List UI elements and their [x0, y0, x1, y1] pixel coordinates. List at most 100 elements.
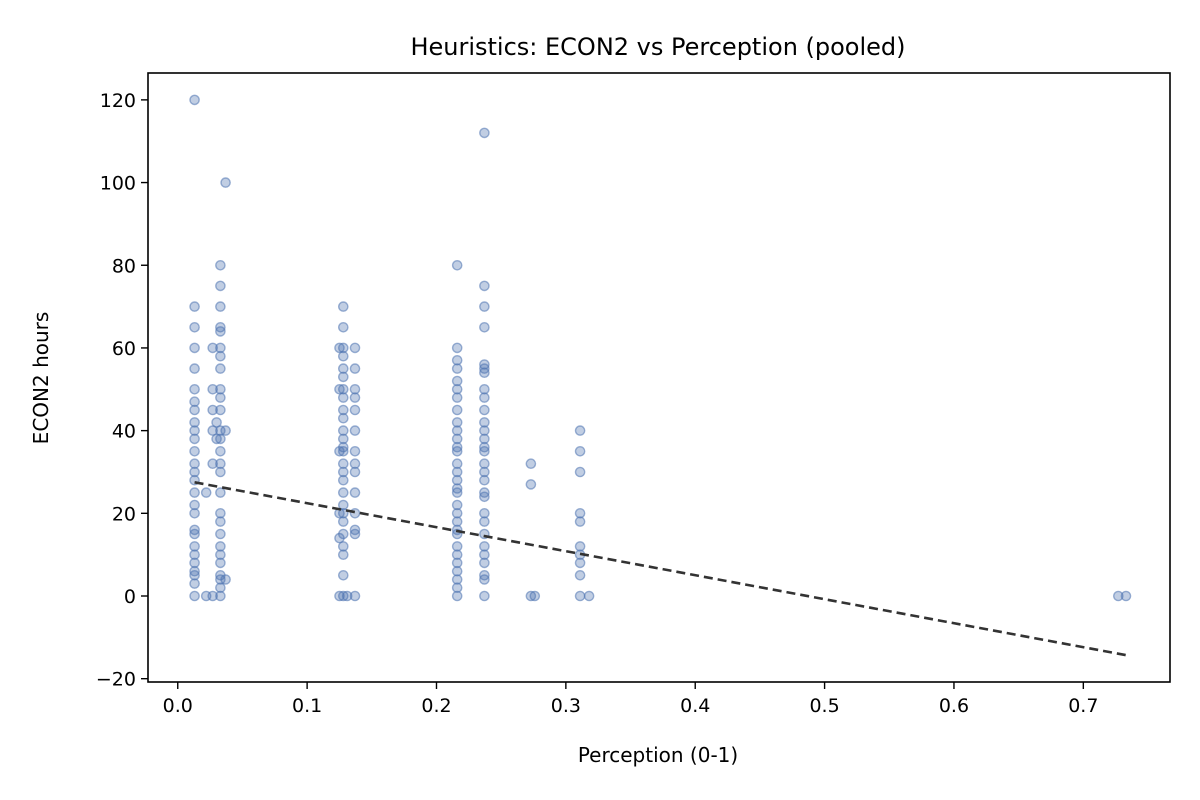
scatter-point — [349, 342, 361, 354]
scatter-point — [189, 487, 200, 498]
scatter-point — [479, 557, 490, 569]
scatter-point — [479, 383, 490, 395]
scatter-point — [189, 433, 200, 445]
scatter-point — [574, 445, 586, 457]
scatter-point — [337, 392, 349, 403]
scatter-point — [215, 487, 226, 498]
chart-title: Heuristics: ECON2 vs Perception (pooled) — [410, 33, 905, 61]
scatter-point — [337, 321, 349, 333]
scatter-point — [349, 425, 361, 436]
scatter-point — [337, 528, 349, 540]
scatter-point — [207, 590, 218, 602]
scatter-point — [1120, 590, 1132, 602]
scatter-point — [451, 499, 463, 511]
scatter-point — [215, 590, 226, 602]
scatter-point — [583, 590, 595, 602]
y-tick-label: −20 — [96, 669, 136, 691]
scatter-point — [215, 392, 226, 403]
scatter-point — [200, 487, 212, 498]
scatter-point — [215, 466, 226, 478]
scatter-point — [337, 301, 349, 312]
scatter-point — [451, 474, 463, 486]
scatter-point — [479, 127, 490, 139]
scatter-point — [451, 383, 463, 395]
scatter-point — [451, 574, 463, 585]
scatter-point — [215, 507, 226, 519]
scatter-point — [189, 499, 200, 511]
scatter-point — [479, 549, 490, 561]
scatter-point — [189, 557, 200, 569]
scatter-point — [349, 392, 361, 403]
scatter-point — [479, 445, 490, 457]
scatter-point — [479, 367, 490, 379]
scatter-point — [337, 487, 349, 498]
scatter-point — [337, 466, 349, 478]
trend-line-group — [194, 481, 1127, 657]
scatter-point — [189, 301, 200, 312]
scatter-point — [574, 541, 586, 552]
scatter-point — [337, 516, 349, 527]
scatter-point — [220, 425, 231, 436]
scatter-point — [451, 417, 463, 428]
scatter-point — [479, 574, 490, 585]
scatter-point — [451, 404, 463, 416]
scatter-point — [337, 342, 349, 354]
scatter-point — [574, 557, 586, 569]
scatter-point — [215, 582, 226, 594]
plot-frame — [147, 72, 1171, 683]
y-tick-label: 40 — [112, 421, 136, 443]
scatter-point — [451, 507, 463, 519]
x-axis: 0.0 0.1 0.2 0.3 0.4 0.5 0.6 0.7 — [163, 682, 1098, 717]
scatter-point — [451, 487, 463, 498]
scatter-point — [574, 507, 586, 519]
scatter-point — [215, 280, 226, 292]
scatter-point — [207, 425, 218, 436]
x-tick-label: 0.6 — [939, 695, 969, 717]
y-axis-title: ECON2 hours — [29, 312, 53, 445]
scatter-point — [1113, 590, 1124, 602]
scatter-point — [349, 487, 361, 498]
scatter-point — [479, 541, 490, 552]
x-tick-label: 0.1 — [292, 695, 322, 717]
scatter-point — [479, 590, 490, 602]
scatter-point — [337, 570, 349, 581]
scatter-point — [525, 479, 537, 490]
scatter-point — [207, 458, 218, 470]
scatter-point — [189, 445, 200, 457]
scatter-point — [337, 363, 349, 374]
scatter-point — [337, 499, 349, 511]
scatter-point — [215, 350, 226, 362]
y-tick-label: 60 — [112, 338, 136, 360]
scatter-point — [451, 375, 463, 387]
scatter-point — [334, 590, 345, 602]
scatter-point — [189, 578, 200, 589]
scatter-point — [337, 412, 349, 424]
scatter-point — [349, 363, 361, 374]
scatter-point — [189, 458, 200, 470]
scatter-point — [189, 404, 200, 416]
scatter-point — [479, 417, 490, 428]
scatter-point — [334, 342, 345, 354]
scatter-point — [337, 350, 349, 362]
y-tick-label: 100 — [100, 173, 136, 195]
scatter-point — [337, 383, 349, 395]
scatter-point — [189, 396, 200, 408]
scatter-point — [189, 507, 200, 519]
scatter-points — [189, 94, 1132, 602]
scatter-point — [337, 371, 349, 383]
scatter-point — [337, 474, 349, 486]
scatter-point — [479, 458, 490, 470]
x-tick-label: 0.2 — [421, 695, 451, 717]
scatter-point — [207, 342, 218, 354]
scatter-point — [451, 565, 463, 577]
scatter-point — [479, 404, 490, 416]
scatter-point — [349, 590, 361, 602]
scatter-point — [215, 458, 226, 470]
scatter-point — [215, 301, 226, 312]
scatter-point — [479, 280, 490, 292]
scatter-point — [451, 392, 463, 403]
y-tick-label: 0 — [124, 586, 136, 608]
scatter-point — [337, 433, 349, 445]
scatter-point — [215, 557, 226, 569]
